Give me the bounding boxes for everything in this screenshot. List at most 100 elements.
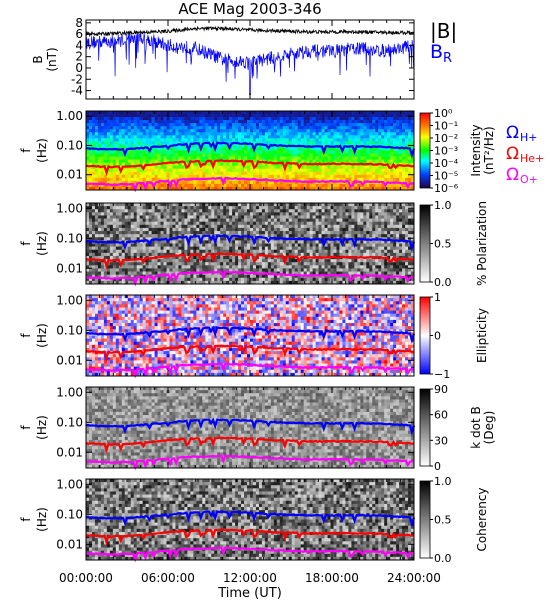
heatmap-cell <box>342 129 346 133</box>
heatmap-cell <box>285 203 290 207</box>
heatmap-cell <box>211 159 215 163</box>
heatmap-cell <box>360 156 364 160</box>
heatmap-cell <box>261 120 266 124</box>
heatmap-cell <box>229 231 233 235</box>
heatmap-cell <box>363 147 367 151</box>
heatmap-cell <box>387 117 391 121</box>
heatmap-cell <box>220 259 224 263</box>
heatmap-cell <box>184 126 188 130</box>
heatmap-cell <box>112 135 117 139</box>
heatmap-cell <box>88 150 93 154</box>
heatmap-cell <box>238 129 242 133</box>
heatmap-cell <box>282 234 287 238</box>
heatmap-cell <box>339 259 343 263</box>
heatmap-cell <box>232 215 236 219</box>
heatmap-cell <box>381 153 385 157</box>
heatmap-cell <box>309 203 313 207</box>
heatmap-cell <box>151 215 155 219</box>
heatmap-cell <box>408 120 412 124</box>
heatmap-cell <box>175 177 179 182</box>
heatmap-cell <box>100 156 105 160</box>
heatmap-cell <box>342 186 346 191</box>
heatmap-cell <box>321 159 325 163</box>
heatmap-cell <box>267 168 272 173</box>
heatmap-cell <box>211 227 215 232</box>
heatmap-cell <box>273 209 278 213</box>
heatmap-cell <box>396 212 400 216</box>
heatmap-cell <box>199 126 203 130</box>
heatmap-cell <box>330 120 334 124</box>
heatmap-cell <box>217 212 221 216</box>
heatmap-cell <box>103 162 108 166</box>
heatmap-cell <box>306 259 310 263</box>
heatmap-cell <box>142 129 146 133</box>
heatmap-cell <box>408 252 412 257</box>
heatmap-cell <box>106 135 111 139</box>
heatmap-cell <box>232 237 236 241</box>
heatmap-cell <box>399 177 403 182</box>
heatmap-cell <box>181 183 185 188</box>
heatmap-cell <box>270 159 275 163</box>
heatmap-cell <box>86 203 90 207</box>
heatmap-cell <box>244 144 248 148</box>
heatmap-cell <box>399 231 403 235</box>
heatmap-cell <box>285 138 290 142</box>
heatmap-cell <box>166 215 170 219</box>
heatmap-cell <box>336 177 340 182</box>
heatmap-cell <box>217 150 221 154</box>
heatmap-cell <box>145 252 149 257</box>
heatmap-cell <box>267 183 272 188</box>
heatmap-cell <box>306 138 310 142</box>
heatmap-cell <box>390 117 394 121</box>
heatmap-cell <box>309 135 313 139</box>
heatmap-cell <box>178 141 182 145</box>
heatmap-cell <box>381 246 385 251</box>
heatmap-cell <box>393 117 397 121</box>
heatmap-cell <box>402 174 406 179</box>
heatmap-cell <box>402 114 406 118</box>
heatmap-cell <box>196 215 200 219</box>
heatmap-cell <box>372 141 376 145</box>
heatmap-cell <box>390 171 394 176</box>
heatmap-cell <box>330 132 334 136</box>
heatmap-cell <box>121 212 126 216</box>
heatmap-cell <box>121 227 126 232</box>
heatmap-cell <box>109 168 114 173</box>
heatmap-cell <box>279 162 284 166</box>
heatmap-cell <box>115 224 120 229</box>
heatmap-cell <box>381 174 385 179</box>
heatmap-cell <box>279 165 284 170</box>
heatmap-cell <box>399 171 403 176</box>
heatmap-cell <box>270 150 275 154</box>
heatmap-cell <box>112 156 117 160</box>
heatmap-cell <box>252 231 257 235</box>
heatmap-cell <box>178 243 182 247</box>
heatmap-cell <box>291 165 296 170</box>
heatmap-cell <box>232 165 236 170</box>
heatmap-cell <box>297 218 301 222</box>
heatmap-cell <box>160 147 164 151</box>
heatmap-cell <box>342 117 346 121</box>
heatmap-cell <box>241 224 245 229</box>
heatmap-cell <box>118 114 123 118</box>
heatmap-cell <box>214 218 218 222</box>
heatmap-cell <box>127 203 132 207</box>
heatmap-cell <box>136 111 140 115</box>
heatmap-cell <box>112 209 117 213</box>
heatmap-cell <box>151 150 155 154</box>
heatmap-cell <box>145 246 149 251</box>
heatmap-cell <box>160 156 164 160</box>
heatmap-cell <box>154 259 158 263</box>
heatmap-cell <box>211 174 215 179</box>
heatmap-cell <box>261 138 266 142</box>
heatmap-cell <box>309 206 313 210</box>
heatmap-cell <box>199 212 203 216</box>
heatmap-cell <box>163 171 167 176</box>
heatmap-cell <box>124 114 129 118</box>
heatmap-cell <box>369 224 373 229</box>
heatmap-cell <box>250 138 254 142</box>
heatmap-cell <box>214 123 218 127</box>
heatmap-cell <box>276 234 281 238</box>
heatmap-cell <box>244 120 248 124</box>
heatmap-cell <box>312 246 316 251</box>
